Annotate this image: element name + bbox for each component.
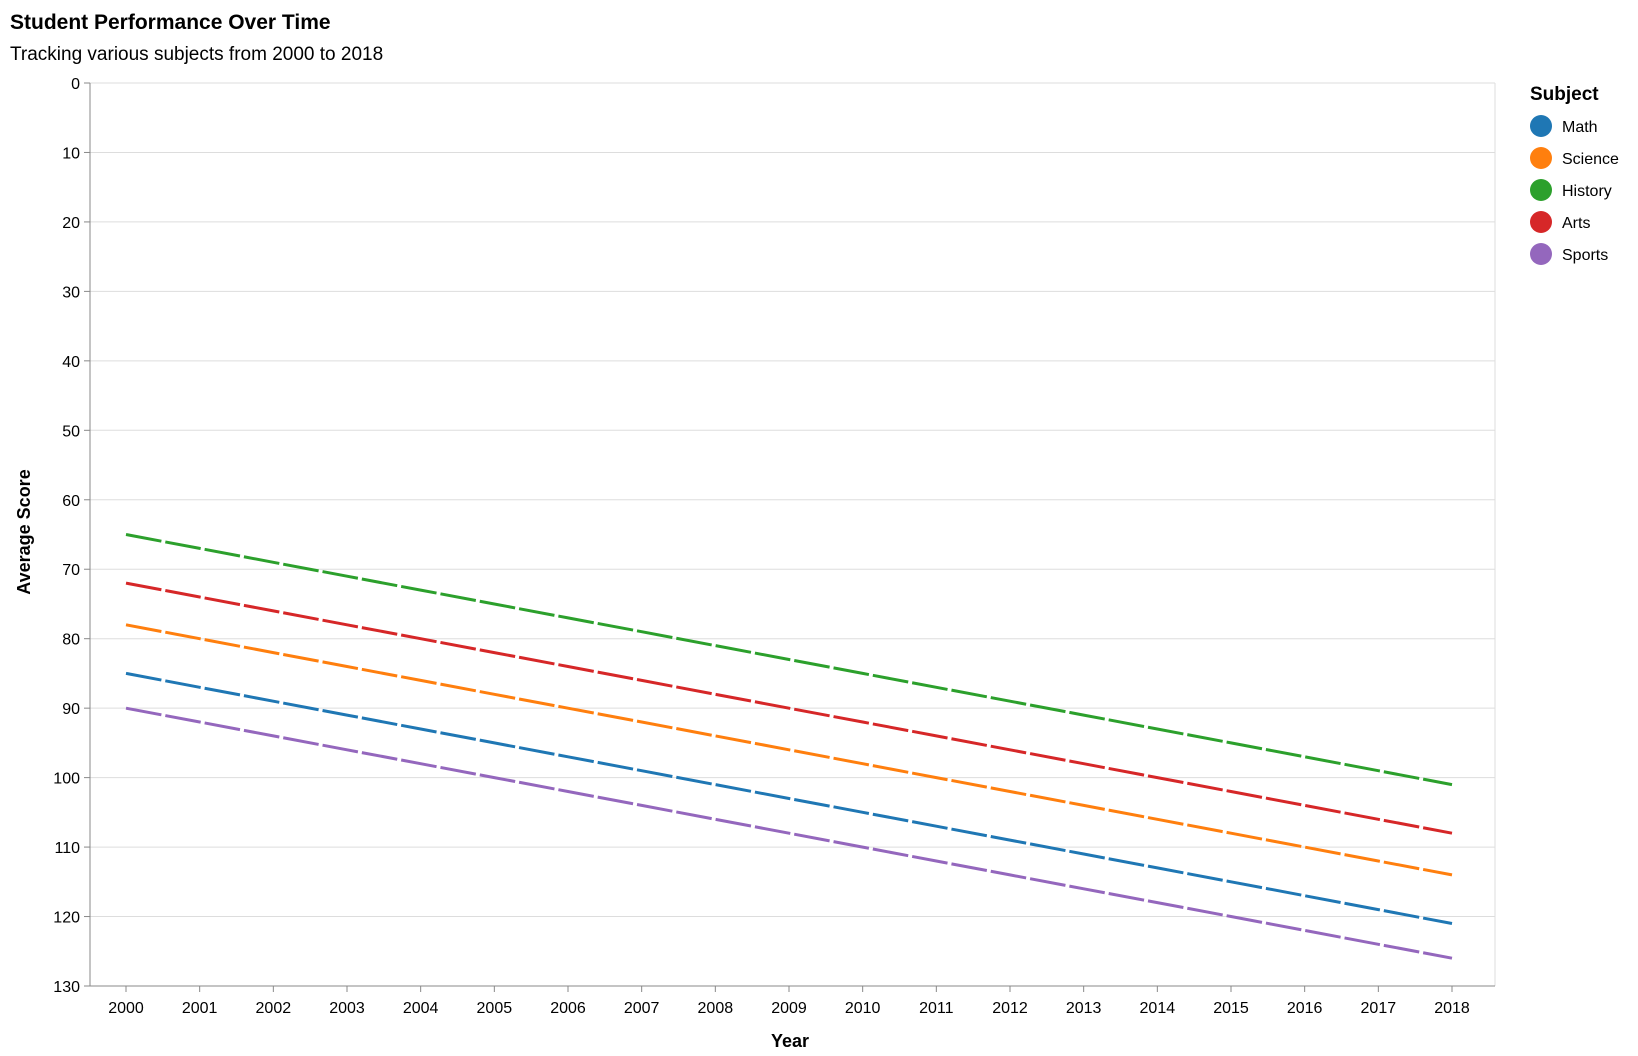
legend-swatch-math	[1530, 115, 1552, 137]
legend-label-arts: Arts	[1562, 215, 1590, 232]
legend-label-math: Math	[1562, 119, 1598, 136]
x-tick-label: 2009	[771, 1000, 807, 1017]
legend-label-science: Science	[1562, 151, 1619, 168]
legend: Subject Math Science History Arts Sports	[1530, 84, 1619, 265]
y-tick-label: 100	[53, 771, 80, 788]
y-tick-label: 80	[62, 632, 80, 649]
x-tick-label: 2004	[403, 1000, 439, 1017]
x-tick-label: 2000	[108, 1000, 144, 1017]
y-tick-label: 70	[62, 562, 80, 579]
axes: 0 10 20 30 40 50 60 70 80 90 100 110 120 130 2000 2001 2…	[53, 76, 1495, 1017]
x-tick-label: 2003	[329, 1000, 365, 1017]
x-tick-label: 2018	[1434, 1000, 1470, 1017]
legend-label-history: History	[1562, 183, 1612, 200]
y-tick-label: 110	[54, 840, 80, 857]
x-tick-label: 2016	[1287, 1000, 1323, 1017]
y-tick-label: 50	[62, 423, 80, 440]
x-tick-label: 2013	[1066, 1000, 1102, 1017]
y-tick-label: 90	[62, 701, 80, 718]
x-tick-label: 2017	[1361, 1000, 1397, 1017]
y-tick-label: 120	[53, 910, 80, 927]
x-tick-label: 2014	[1140, 1000, 1176, 1017]
y-axis-title: Average Score	[14, 469, 34, 594]
legend-swatch-science	[1530, 147, 1552, 169]
x-tick-label: 2005	[477, 1000, 513, 1017]
series-line-sports	[125, 706, 1453, 960]
y-tick-label: 0	[71, 76, 80, 93]
gridlines	[90, 82, 1496, 987]
series-line-history	[125, 533, 1453, 787]
y-tick-label: 40	[62, 354, 80, 371]
x-axis-title: Year	[771, 1031, 809, 1051]
x-tick-label: 2002	[256, 1000, 292, 1017]
y-tick-label: 60	[62, 493, 80, 510]
y-tick-label: 20	[62, 215, 80, 232]
x-tick-label: 2008	[698, 1000, 734, 1017]
x-tick-label: 2006	[550, 1000, 586, 1017]
y-tick-label: 130	[53, 979, 80, 996]
chart-title: Student Performance Over Time	[10, 11, 331, 34]
x-tick-label: 2007	[624, 1000, 660, 1017]
legend-label-sports: Sports	[1562, 247, 1608, 264]
x-tick-label: 2011	[919, 1000, 954, 1017]
series-line-arts	[125, 581, 1453, 835]
x-tick-label: 2010	[845, 1000, 881, 1017]
legend-swatch-sports	[1530, 243, 1552, 265]
x-tick-label: 2015	[1213, 1000, 1249, 1017]
x-tick-label: 2001	[182, 1000, 218, 1017]
series-line-math	[125, 671, 1453, 925]
y-tick-label: 10	[62, 145, 80, 162]
chart-subtitle: Tracking various subjects from 2000 to 2…	[10, 44, 383, 65]
series-lines	[125, 533, 1453, 960]
series-line-science	[125, 623, 1453, 877]
legend-swatch-history	[1530, 179, 1552, 201]
legend-title: Subject	[1530, 84, 1599, 105]
legend-swatch-arts	[1530, 211, 1552, 233]
y-tick-label: 30	[62, 284, 80, 301]
x-tick-label: 2012	[992, 1000, 1028, 1017]
